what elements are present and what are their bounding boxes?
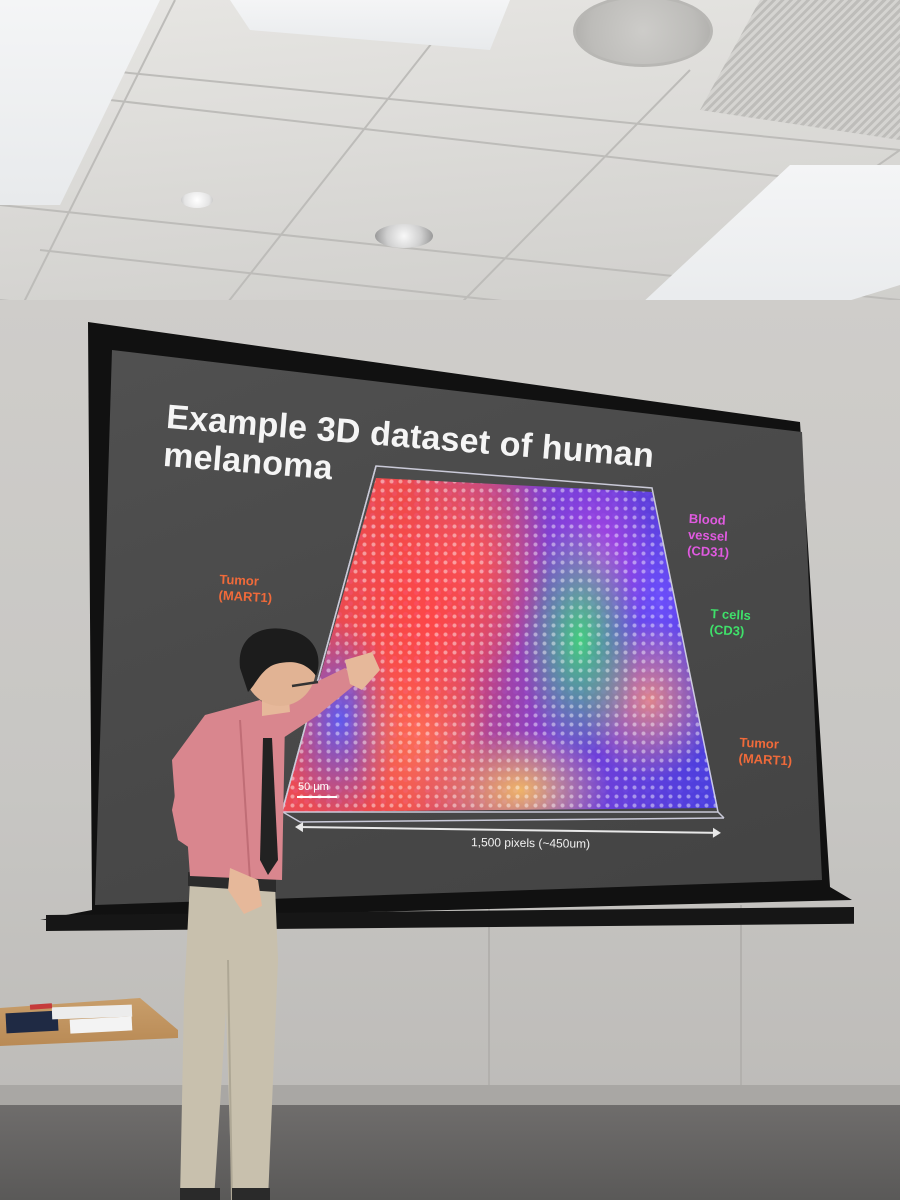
presenter-hand-hip <box>228 868 262 914</box>
presenter-glasses <box>291 680 319 688</box>
ceiling-downlight-small <box>181 192 213 208</box>
ceiling-speaker <box>573 0 713 67</box>
presenter-left-arm <box>172 760 240 875</box>
wall-seam <box>488 905 490 1095</box>
scale-bar-label: 50 μm <box>298 781 329 793</box>
ceiling-downlight <box>375 224 433 248</box>
floor <box>0 1105 900 1200</box>
presenter-raised-arm <box>262 668 358 740</box>
presenter-tie <box>260 738 278 875</box>
presenter-hair <box>239 628 319 692</box>
notebook <box>5 1010 59 1034</box>
wall-seam <box>740 905 742 1095</box>
baseboard <box>0 1085 900 1105</box>
presenter-hand-raised <box>345 652 380 690</box>
scale-bar <box>297 796 337 798</box>
